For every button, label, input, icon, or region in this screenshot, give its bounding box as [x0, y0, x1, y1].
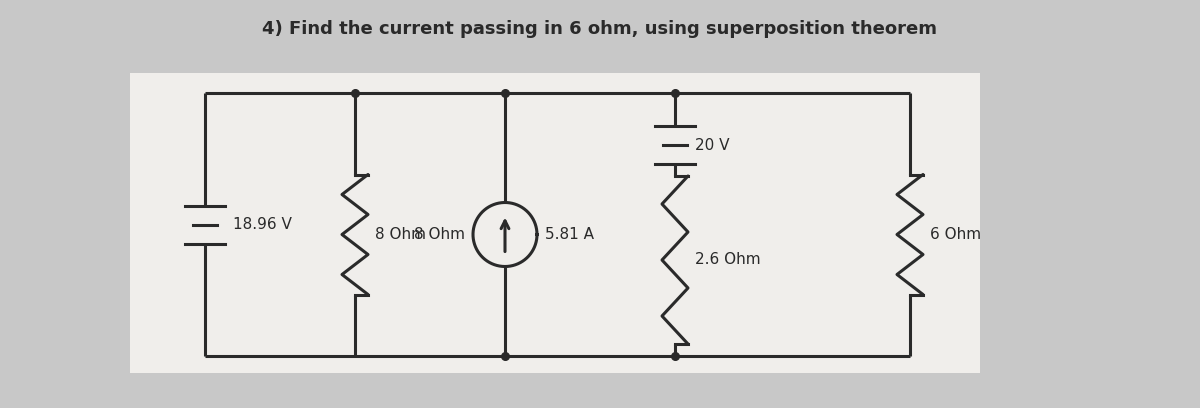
Text: 5.81 A: 5.81 A	[545, 227, 594, 242]
Bar	[130, 73, 980, 373]
Text: 8 Ohm: 8 Ohm	[414, 227, 464, 242]
Text: 4) Find the current passing in 6 ohm, using superposition theorem: 4) Find the current passing in 6 ohm, us…	[263, 20, 937, 38]
Text: 2.6 Ohm: 2.6 Ohm	[695, 253, 761, 268]
Text: 6 Ohm: 6 Ohm	[930, 227, 982, 242]
Text: 8 Ohm: 8 Ohm	[374, 227, 426, 242]
Text: 18.96 V: 18.96 V	[233, 217, 292, 232]
Text: 20 V: 20 V	[695, 137, 730, 153]
